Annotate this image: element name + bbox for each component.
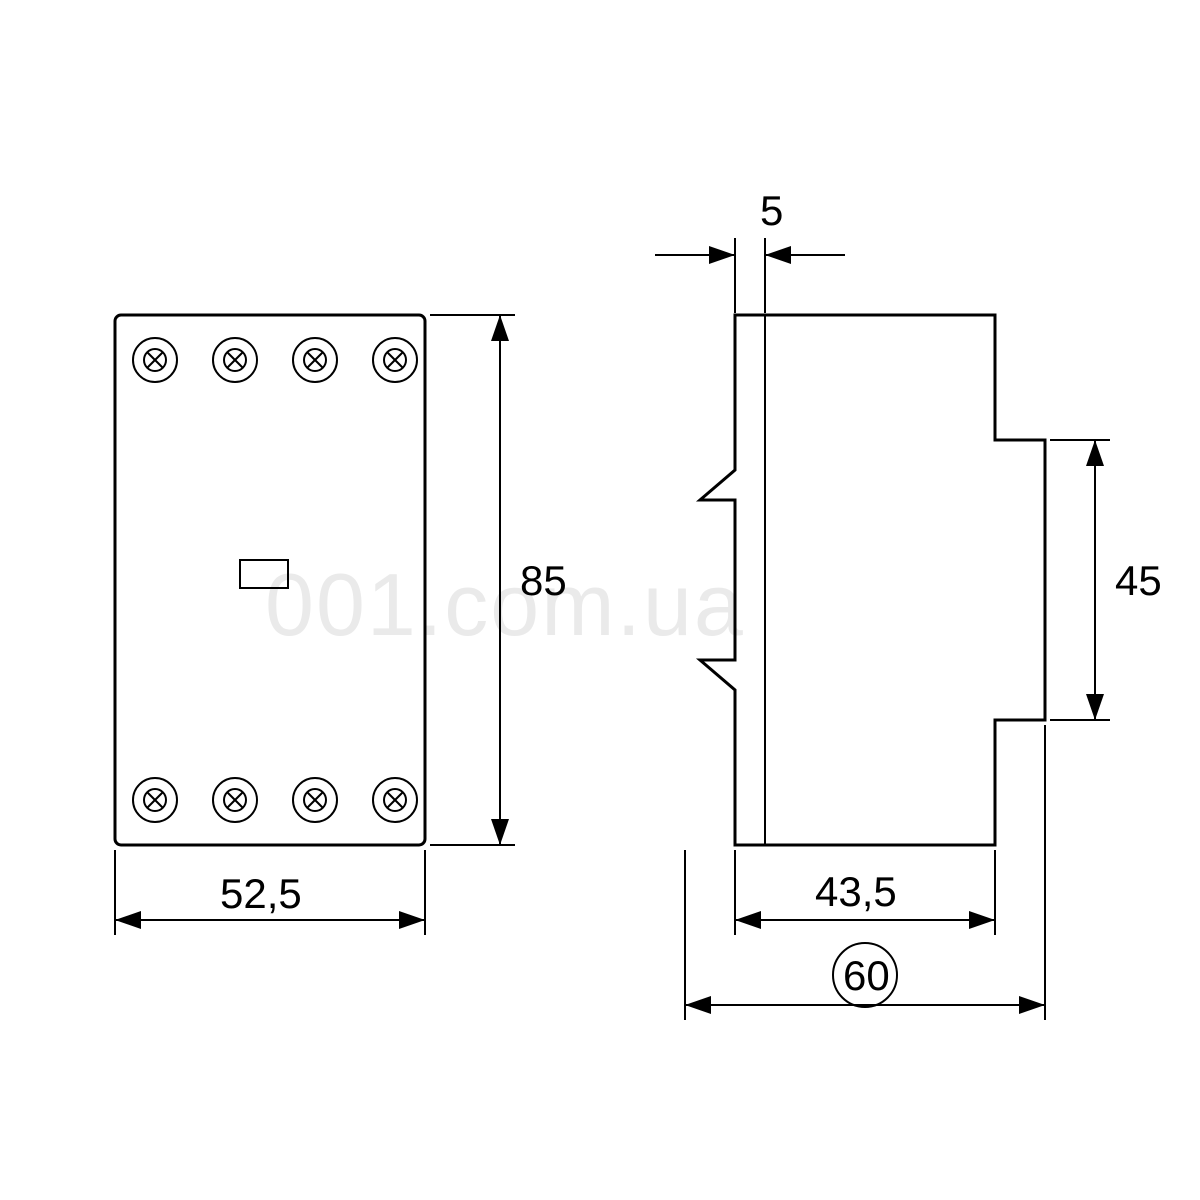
dim-label: 5 bbox=[760, 187, 783, 234]
terminal bbox=[293, 338, 337, 382]
terminal bbox=[373, 778, 417, 822]
watermark-text: 001.com.ua bbox=[265, 555, 745, 654]
terminal bbox=[133, 778, 177, 822]
terminal bbox=[293, 778, 337, 822]
terminal-row-bottom bbox=[133, 778, 417, 822]
technical-drawing: 001.com.ua 52,5 bbox=[0, 0, 1200, 1200]
terminal-row-top bbox=[133, 338, 417, 382]
terminal bbox=[373, 338, 417, 382]
terminal bbox=[133, 338, 177, 382]
dim-label: 85 bbox=[520, 557, 567, 604]
side-profile bbox=[700, 315, 1045, 845]
dim-5: 5 bbox=[655, 187, 845, 313]
dim-label: 45 bbox=[1115, 557, 1162, 604]
dim-45: 45 bbox=[1050, 440, 1162, 720]
dim-label: 60 bbox=[843, 952, 890, 999]
dim-width-52-5: 52,5 bbox=[115, 850, 425, 935]
terminal bbox=[213, 778, 257, 822]
dim-label: 43,5 bbox=[815, 868, 897, 915]
dim-label: 52,5 bbox=[220, 870, 302, 917]
terminal bbox=[213, 338, 257, 382]
dim-43-5: 43,5 bbox=[735, 850, 995, 935]
